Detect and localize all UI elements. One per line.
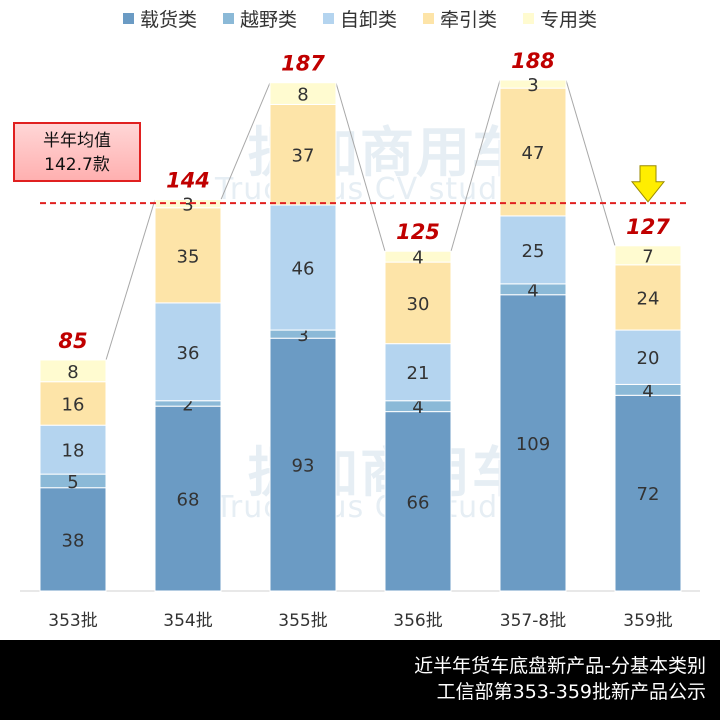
data-label: 4	[642, 381, 653, 402]
average-box: 半年均值 142.7款	[13, 122, 141, 182]
data-label: 24	[637, 288, 660, 309]
legend-label: 载货类	[139, 8, 197, 31]
data-label: 72	[637, 484, 660, 505]
data-label: 3	[297, 325, 308, 346]
bar-segment	[39, 424, 107, 475]
data-label: 46	[292, 259, 315, 280]
data-label: 18	[62, 441, 85, 462]
data-label: 3	[527, 75, 538, 96]
bar-segment	[614, 394, 682, 592]
data-label: 30	[407, 294, 430, 315]
total-label: 144	[166, 169, 210, 193]
total-connector-line	[220, 82, 271, 200]
total-label: 127	[626, 215, 670, 239]
category-label: 354批	[163, 611, 212, 631]
total-label: 187	[281, 52, 325, 76]
legend-item: 越野类	[222, 6, 297, 31]
footer-caption: 近半年货车底盘新产品-分基本类别 工信部第353-359批新产品公示	[0, 640, 720, 720]
legend-label: 自卸类	[339, 8, 397, 31]
bar-segment	[499, 87, 567, 217]
legend-item: 自卸类	[322, 6, 397, 31]
legend-item: 牵引类	[423, 6, 498, 31]
bar-segment	[154, 302, 222, 402]
legend-swatch	[322, 12, 334, 24]
data-label: 5	[67, 472, 78, 493]
data-label: 21	[407, 363, 430, 384]
category-label: 357-8批	[500, 611, 566, 631]
data-label: 8	[67, 362, 78, 383]
bar-segment	[39, 359, 107, 383]
total-connector-line	[565, 79, 616, 246]
total-connector-line	[335, 82, 386, 252]
bar-segment	[154, 405, 222, 592]
data-label: 16	[62, 394, 85, 415]
data-label: 37	[292, 146, 315, 167]
total-label: 125	[396, 220, 440, 244]
bar-segment	[269, 204, 337, 331]
bar-segment	[154, 207, 222, 304]
category-label: 356批	[393, 611, 442, 631]
legend-swatch	[122, 12, 134, 24]
bar-segment	[39, 487, 107, 592]
data-label: 36	[177, 343, 200, 364]
legend-label: 越野类	[239, 8, 297, 31]
legend-label: 牵引类	[440, 8, 498, 31]
data-label: 7	[642, 246, 653, 267]
data-label: 4	[412, 397, 423, 418]
chart-legend: 载货类 越野类 自卸类 牵引类 专用类	[0, 6, 720, 31]
highlight-arrow-icon	[630, 165, 666, 203]
category-label: 359批	[623, 611, 672, 631]
legend-swatch	[423, 12, 434, 24]
legend-item: 专用类	[523, 6, 598, 31]
data-label: 68	[177, 490, 200, 511]
data-label: 8	[297, 85, 308, 106]
legend-item: 载货类	[122, 6, 197, 31]
bar-segment	[269, 337, 337, 592]
data-label: 35	[177, 246, 200, 267]
data-label: 4	[527, 280, 538, 301]
bar-segment	[614, 264, 682, 331]
total-label: 188	[511, 49, 555, 73]
footer-title: 近半年货车底盘新产品-分基本类别	[414, 655, 706, 677]
category-label: 353批	[48, 611, 97, 631]
legend-swatch	[523, 12, 535, 24]
chart-plot: 3851816885353批68236353144354批93346378187…	[20, 49, 700, 631]
data-label: 93	[292, 456, 315, 477]
data-label: 47	[522, 143, 545, 164]
data-label: 20	[637, 348, 660, 369]
data-label: 38	[62, 530, 85, 551]
footer-subtitle: 工信部第353-359批新产品公示	[436, 681, 706, 703]
bar-segment	[384, 250, 452, 263]
bar-segment	[384, 411, 452, 592]
bar-segment	[614, 329, 682, 385]
bar-segment	[384, 261, 452, 345]
total-connector-line	[105, 199, 156, 361]
bar-segment	[499, 79, 567, 89]
total-connector-line	[450, 79, 501, 252]
data-label: 109	[516, 434, 550, 455]
average-box-value: 142.7款	[44, 155, 110, 175]
bar-segment	[269, 82, 337, 105]
bar-segment	[384, 343, 452, 402]
legend-swatch	[222, 12, 234, 24]
data-label: 66	[407, 492, 430, 513]
bar-segment	[269, 103, 337, 206]
data-label: 4	[412, 248, 423, 269]
total-label: 85	[58, 329, 87, 353]
category-label: 355批	[278, 611, 327, 631]
data-label: 25	[522, 241, 545, 262]
data-label: 2	[182, 394, 193, 415]
average-box-title: 半年均值	[43, 131, 111, 151]
bar-segment	[499, 294, 567, 592]
data-label: 3	[182, 195, 193, 216]
legend-label: 专用类	[540, 8, 598, 31]
bar-segment	[499, 215, 567, 285]
bar-segment	[39, 381, 107, 426]
bar-segment	[614, 245, 682, 266]
